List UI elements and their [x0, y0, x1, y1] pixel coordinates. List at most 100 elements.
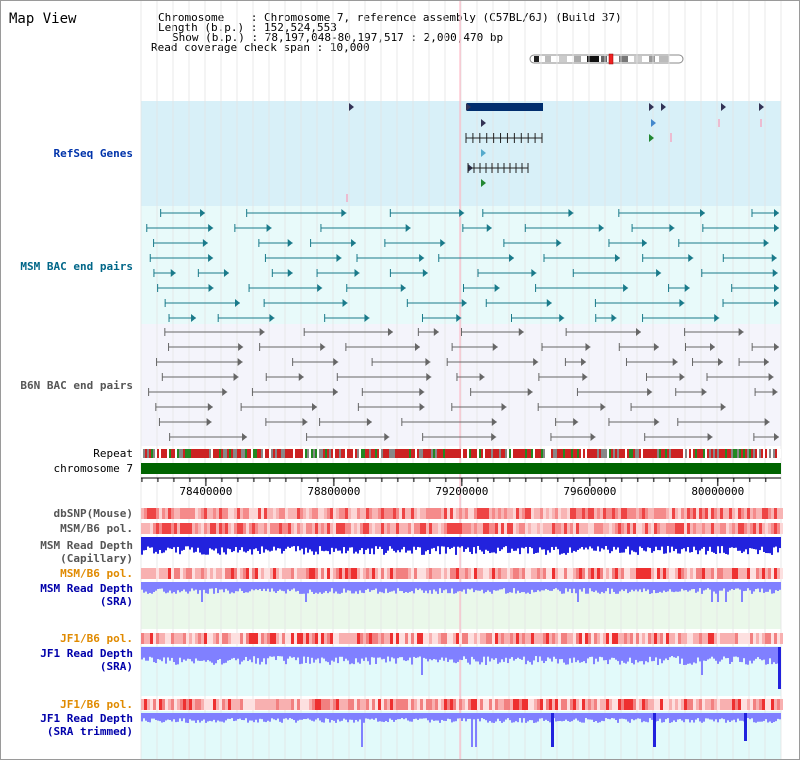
dbsnp-heat-cell	[744, 508, 747, 519]
dbsnp-heat-cell	[474, 508, 477, 519]
msm-pol-heat-cell	[150, 523, 153, 534]
jf1-pol2-heat-cell	[408, 699, 411, 710]
msm-capillary-depth-bar	[655, 537, 657, 547]
jf1-pol2-heat-cell	[180, 699, 183, 710]
msm-capillary-depth-bar	[477, 537, 479, 547]
jf1-pol2-heat-cell	[321, 699, 324, 710]
repeat-segment	[509, 449, 511, 458]
msm-bac-pair-arrow	[763, 239, 769, 247]
repeat-segment	[203, 449, 205, 458]
jf1-sra-depth-bar	[351, 647, 353, 664]
jf1-pol-heat-cell	[180, 633, 183, 644]
msm-pol2-heat-cell	[348, 568, 351, 579]
jf1-trim-depth-bar	[247, 713, 249, 723]
msm-pol-heat-cell	[405, 523, 408, 534]
msm-sra-depth-bar	[617, 582, 619, 594]
repeat-segment	[251, 449, 253, 458]
repeat-segment	[293, 449, 295, 458]
jf1-trim-depth-bar	[307, 713, 309, 719]
jf1-sra-depth-bar	[455, 647, 457, 664]
msm-sra-depth-bar	[365, 582, 367, 590]
jf1-trim-depth-bar	[723, 713, 725, 720]
jf1-trim-depth-bar	[497, 713, 499, 719]
b6n-bac-pair-arrow	[312, 403, 318, 411]
jf1-pol2-heat-cell	[300, 699, 303, 710]
msm-pol-heat-cell	[351, 523, 354, 534]
jf1-pol2-heat-cell	[447, 699, 450, 710]
msm-sra-depth-bar	[193, 582, 195, 591]
repeat-segment	[175, 449, 177, 458]
repeat-segment	[419, 449, 421, 458]
repeat-segment	[693, 449, 695, 458]
jf1-trim-depth-bar	[657, 713, 659, 721]
dbsnp-heat-cell	[627, 508, 630, 519]
jf1-trim-depth-bar	[695, 713, 697, 720]
jf1-pol-heat-cell	[411, 633, 414, 644]
msm-pol2-heat-cell	[489, 568, 492, 579]
msm-sra-depth-bar	[173, 582, 175, 593]
repeat-segment	[769, 449, 771, 458]
jf1-trim-depth-bar	[333, 713, 335, 721]
dbsnp-heat-cell	[423, 508, 426, 519]
jf1-trim-depth-bar	[355, 713, 357, 720]
jf1-sra-depth-bar	[501, 647, 503, 660]
jf1-pol2-heat-cell	[588, 699, 591, 710]
jf1-sra-depth-bar	[225, 647, 227, 663]
msm-capillary-depth-bar	[233, 537, 235, 552]
msm-capillary-depth-bar	[481, 537, 483, 552]
dbsnp-heat-cell	[285, 508, 288, 519]
jf1-sra-depth-bar	[551, 647, 553, 662]
jf1-pol2-heat-cell	[333, 699, 336, 710]
msm-pol-heat-cell	[246, 523, 249, 534]
msm-capillary-depth-bar	[741, 537, 743, 554]
jf1-trim-depth-bar	[499, 713, 501, 722]
msm-capillary-depth-bar	[711, 537, 713, 552]
jf1-sra-depth-bar	[181, 647, 183, 663]
dbsnp-heat-cell	[510, 508, 513, 519]
msm-pol2-heat-cell	[732, 568, 735, 579]
jf1-sra-depth-bar	[513, 647, 515, 661]
msm-pol2-heat-cell	[150, 568, 153, 579]
msm-capillary-depth-bar	[337, 537, 339, 551]
jf1-pol-heat-cell	[300, 633, 303, 644]
repeat-segment	[517, 449, 519, 458]
b6n-bac-pair-arrow	[384, 433, 390, 441]
jf1-pol2-heat-cell	[651, 699, 654, 710]
jf1-trim-depth-bar	[223, 713, 225, 723]
msm-bac-pair-arrow	[287, 239, 293, 247]
jf1-trim-depth-bar	[693, 713, 695, 723]
jf1-sra-depth-bar	[321, 647, 323, 658]
repeat-segment	[261, 449, 263, 458]
jf1-sra-depth-bar	[515, 647, 517, 660]
jf1-sra-depth-bar	[349, 647, 351, 665]
msm-capillary-depth-bar	[245, 537, 247, 553]
jf1-trim-depth-bar	[687, 713, 689, 720]
repeat-segment	[585, 449, 587, 458]
msm-pol2-heat-cell	[483, 568, 486, 579]
track-label-chromosome: chromosome 7	[53, 462, 133, 475]
dbsnp-heat-cell	[693, 508, 696, 519]
repeat-segment	[327, 449, 329, 458]
repeat-segment	[691, 449, 693, 458]
msm-sra-depth-bar	[685, 582, 687, 591]
msm-sra-depth-bar	[219, 582, 221, 590]
refseq-gene-block	[467, 103, 543, 111]
chromosome-ideogram[interactable]	[529, 53, 685, 65]
jf1-sra-depth-bar	[511, 647, 513, 658]
msm-sra-depth-bar	[509, 582, 511, 593]
jf1-sra-depth-bar	[479, 647, 481, 665]
msm-capillary-depth-bar	[221, 537, 223, 548]
jf1-trim-depth-bar	[601, 713, 603, 721]
repeat-segment	[757, 449, 759, 458]
jf1-trim-depth-bar	[433, 713, 435, 721]
jf1-sra-depth-bar	[191, 647, 193, 662]
msm-pol2-heat-cell	[513, 568, 516, 579]
repeat-segment	[215, 449, 217, 458]
msm-pol2-heat-cell	[300, 568, 303, 579]
msm-pol2-heat-cell	[321, 568, 324, 579]
msm-sra-depth-bar	[221, 582, 223, 590]
repeat-segment	[413, 449, 415, 458]
msm-pol-heat-cell	[447, 523, 450, 534]
msm-pol-heat-cell	[390, 523, 393, 534]
